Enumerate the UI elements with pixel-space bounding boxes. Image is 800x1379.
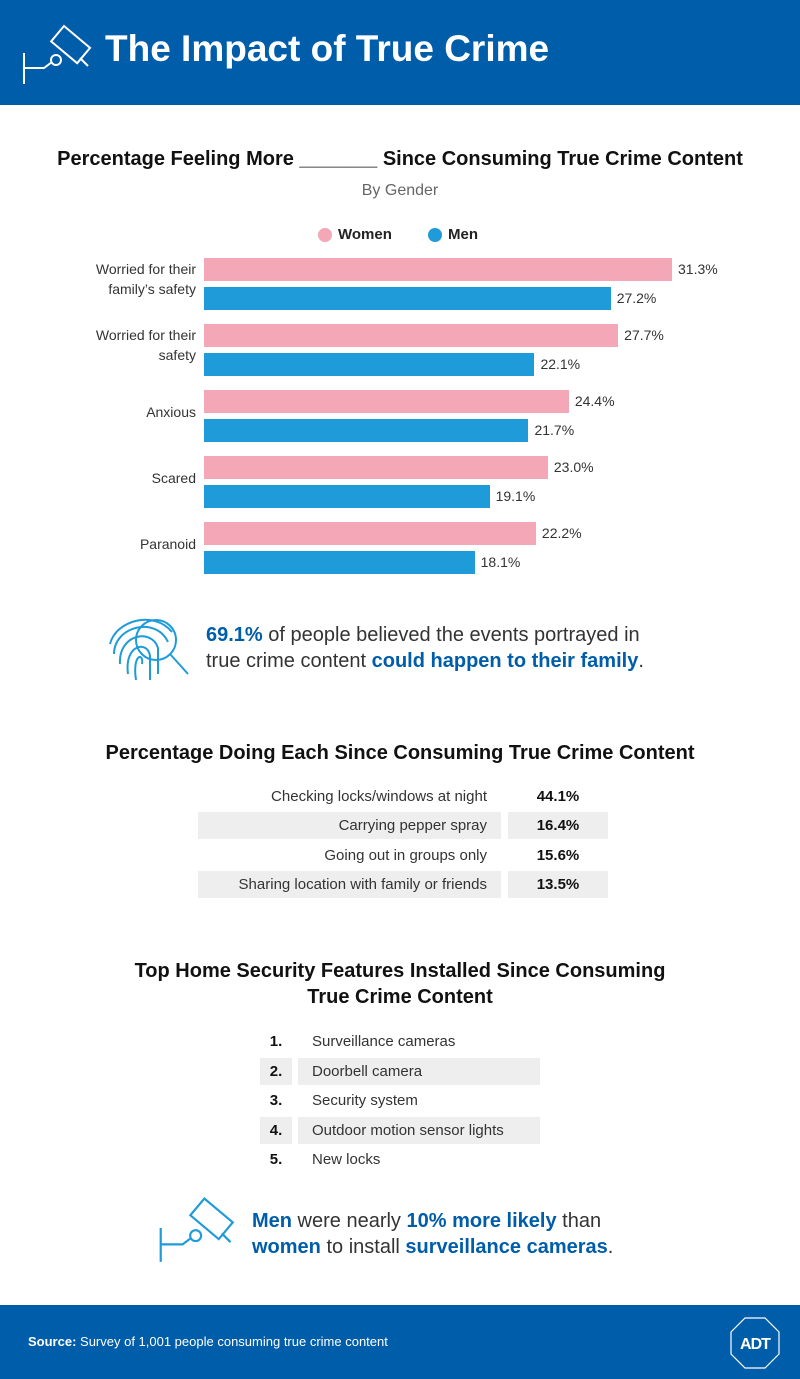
doing-row-label: Checking locks/windows at night	[271, 788, 487, 805]
header-banner: The Impact of True Crime	[0, 0, 800, 105]
value-label-men: 21.7%	[534, 422, 575, 438]
callout-stat: 69.1%	[206, 624, 263, 646]
bar-women	[204, 258, 672, 281]
doing-row-label: Sharing location with family or friends	[198, 870, 501, 898]
legend-women-swatch	[318, 227, 332, 242]
callout-men-text: to install	[320, 1236, 406, 1258]
callout-period: .	[638, 650, 644, 672]
category-label-line: Scared	[151, 470, 196, 486]
security-title: Top Home Security Features Installed Sin…	[0, 958, 800, 1010]
value-label-women: 22.2%	[541, 525, 582, 541]
bar-men	[204, 551, 475, 574]
source-text: Survey of 1,001 people consuming true cr…	[76, 1334, 388, 1349]
value-label-men: 19.1%	[495, 488, 536, 504]
security-title-line1: Top Home Security Features Installed Sin…	[134, 960, 666, 982]
doing-row-value: 13.5%	[508, 870, 608, 898]
callout-family: 69.1% of people believed the events port…	[206, 622, 644, 674]
category-label: Paranoid	[40, 534, 196, 554]
callout-text: true crime content	[206, 650, 372, 672]
legend-women-label: Women	[338, 226, 392, 243]
value-label-men: 27.2%	[616, 290, 657, 306]
callout-men-hl: surveillance cameras	[405, 1236, 608, 1258]
security-rank: 3.	[269, 1092, 283, 1109]
category-label-line: Anxious	[146, 404, 196, 420]
security-rank: 1.	[269, 1033, 283, 1050]
security-item: New locks	[312, 1151, 381, 1168]
callout-men-hl: 10% more likely	[406, 1210, 557, 1232]
adt-logo: ADT	[730, 1317, 780, 1369]
bar-women	[204, 456, 548, 479]
callout-men: Men were nearly 10% more likely than wom…	[252, 1208, 613, 1260]
doing-title: Percentage Doing Each Since Consuming Tr…	[105, 742, 695, 764]
doing-row-label: Going out in groups only	[324, 846, 487, 864]
security-rank: 5.	[269, 1151, 283, 1168]
doing-row-value: 15.6%	[536, 846, 580, 864]
legend-men-label: Men	[448, 226, 478, 243]
category-label-line: Paranoid	[139, 536, 196, 552]
security-item: Surveillance cameras	[312, 1033, 456, 1050]
doing-row-value: 16.4%	[508, 812, 608, 840]
page-title: The Impact of True Crime	[105, 28, 550, 69]
footer: ADT	[0, 1305, 800, 1379]
category-label: Worried for their family’s safety	[40, 259, 196, 299]
chart-subtitle: By Gender	[361, 182, 439, 199]
callout-highlight: could happen to their family	[371, 650, 639, 672]
source-note: Source: Survey of 1,001 people consuming…	[28, 1334, 388, 1349]
category-label-line: Worried for their	[95, 327, 196, 343]
svg-text:ADT: ADT	[740, 1336, 771, 1353]
category-label: Scared	[40, 468, 196, 488]
value-label-women: 31.3%	[678, 261, 718, 277]
callout-men-hl: women	[252, 1236, 321, 1258]
security-camera-icon	[159, 1197, 235, 1262]
bar-women	[204, 390, 569, 413]
callout-men-text: were nearly	[292, 1210, 407, 1232]
security-rank: 4.	[260, 1116, 292, 1144]
category-label: Anxious	[40, 402, 196, 422]
callout-men-text: than	[556, 1210, 602, 1232]
bar-men	[204, 485, 490, 508]
category-label-line: safety	[158, 347, 196, 363]
value-label-women: 24.4%	[574, 393, 615, 409]
security-camera-icon	[23, 24, 92, 84]
fingerprint-magnifier-icon	[109, 618, 189, 681]
value-label-women: 27.7%	[624, 327, 664, 343]
security-item: Doorbell camera	[298, 1057, 540, 1085]
legend-men-swatch	[428, 227, 442, 242]
value-label-men: 22.1%	[540, 356, 581, 372]
bar-women	[204, 324, 619, 347]
doing-row-label: Carrying pepper spray	[198, 812, 501, 840]
security-rank: 2.	[260, 1057, 292, 1085]
bar-men	[204, 419, 529, 442]
security-title-line2: True Crime Content	[307, 986, 493, 1008]
callout-men-hl: Men	[252, 1210, 292, 1232]
category-label-line: Worried for their	[95, 261, 196, 277]
value-label-men: 18.1%	[480, 554, 521, 570]
callout-men-period: .	[607, 1236, 614, 1258]
bar-women	[204, 522, 536, 545]
legend-men: Men	[428, 226, 478, 243]
category-label: Worried for their safety	[40, 325, 196, 365]
source-label: Source:	[28, 1334, 77, 1349]
security-item: Outdoor motion sensor lights	[298, 1116, 540, 1144]
chart-title: Percentage Feeling More _______ Since Co…	[57, 148, 743, 170]
category-label-line: family’s safety	[108, 281, 196, 297]
value-label-women: 23.0%	[553, 459, 594, 475]
callout-text: of people believed the events portrayed …	[262, 624, 640, 646]
bar-men	[204, 287, 611, 310]
legend-women: Women	[318, 226, 392, 243]
doing-row-value: 44.1%	[536, 788, 580, 805]
bar-men	[204, 353, 535, 376]
security-item: Security system	[312, 1092, 418, 1109]
